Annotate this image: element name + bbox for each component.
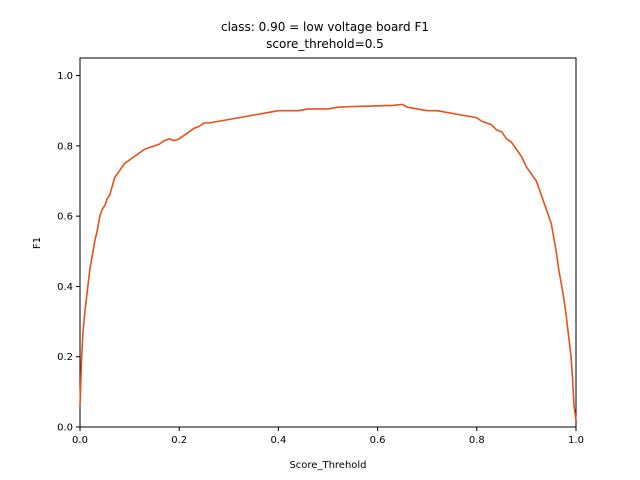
x-tick-label: 1.0 <box>568 435 584 446</box>
x-tick-label: 0.8 <box>469 435 485 446</box>
y-tick-label: 0.4 <box>57 282 73 293</box>
y-tick-label: 0.8 <box>57 141 73 152</box>
chart-subtitle: score_threhold=0.5 <box>266 37 384 51</box>
x-axis-label: Score_Threhold <box>289 460 366 471</box>
x-tick-label: 0.4 <box>270 435 286 446</box>
plot-frame <box>79 57 577 428</box>
x-axis: 0.0 0.2 0.4 0.6 0.8 1.0 <box>72 427 584 446</box>
f1-series-line <box>79 103 577 421</box>
y-tick-label: 1.0 <box>57 71 73 82</box>
y-tick-label: 0.2 <box>57 352 73 363</box>
y-tick-label: 0.0 <box>57 423 73 434</box>
x-tick-label: 0.2 <box>171 435 187 446</box>
x-tick-label: 0.6 <box>370 435 386 446</box>
x-tick-label: 0.0 <box>72 435 88 446</box>
y-tick-label: 0.6 <box>57 212 73 223</box>
chart-title: class: 0.90 = low voltage board F1 <box>221 20 429 34</box>
y-axis: 0.0 0.2 0.4 0.6 0.8 1.0 <box>57 71 80 434</box>
y-axis-label: F1 <box>32 237 43 249</box>
